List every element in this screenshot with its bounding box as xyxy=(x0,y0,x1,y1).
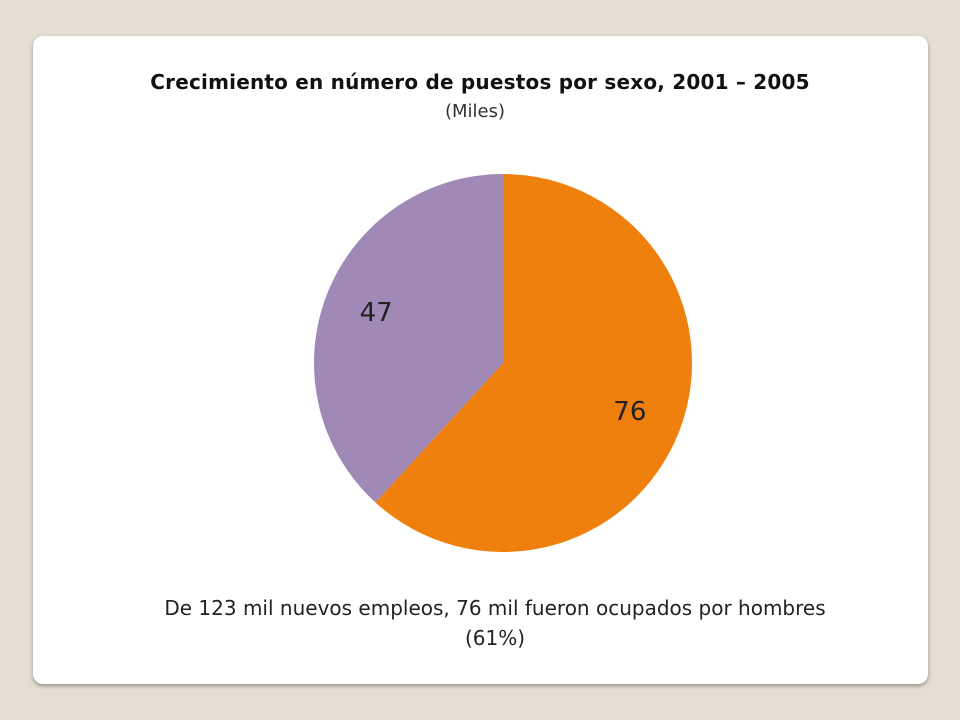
pie-slice-76 xyxy=(375,174,692,552)
pie-label-76: 76 xyxy=(613,397,646,427)
pie-label-47: 47 xyxy=(360,298,393,328)
chart-subtitle: (Miles) xyxy=(444,101,506,122)
pie-slice-47 xyxy=(313,174,503,503)
caption-text: De 123 mil nuevos empleos, 76 mil fueron… xyxy=(164,596,826,650)
chart-title: Crecimiento en número de puestos por sex… xyxy=(150,70,810,94)
